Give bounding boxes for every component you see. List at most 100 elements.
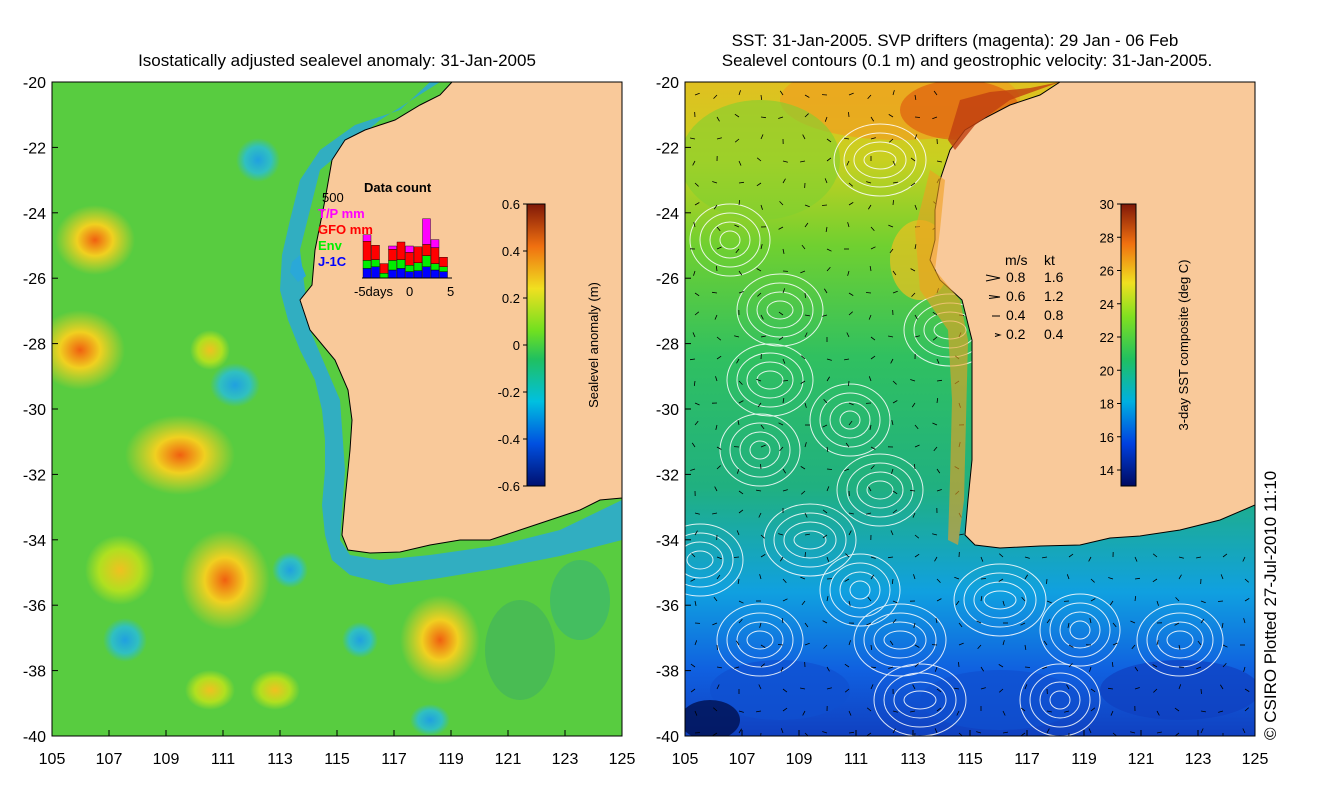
- sealevel-contour: [686, 550, 714, 570]
- velocity-arrow: [1046, 600, 1052, 604]
- colorbar-tick-label: 24: [1100, 297, 1114, 312]
- sealevel-contour: [726, 343, 814, 417]
- velocity-arrow: [932, 116, 938, 120]
- velocity-arrow: [1243, 666, 1246, 672]
- velocity-arrow: [870, 666, 877, 669]
- velocity-arrow: [778, 311, 784, 316]
- velocity-arrow: [848, 292, 854, 296]
- colorbar-tick-label: -0.4: [498, 432, 520, 447]
- velocity-arrow: [693, 270, 696, 276]
- sealevel-contour: [836, 453, 924, 527]
- y-tick-label: -20: [23, 75, 46, 92]
- velocity-arrow: [800, 270, 806, 274]
- velocity-arrow: [800, 687, 806, 690]
- velocity-arrow: [844, 663, 850, 668]
- colorbar-tick-label: 20: [1100, 363, 1114, 378]
- y-tick-label: -36: [656, 598, 679, 615]
- velocity-arrow: [844, 578, 850, 582]
- velocity-arrow: [694, 732, 701, 734]
- velocity-arrow: [980, 687, 986, 690]
- right-panel-title-line2: Sealevel contours (0.1 m) and geostrophi…: [722, 51, 1212, 70]
- sealevel-contour: [736, 273, 824, 347]
- velocity-arrow: [756, 157, 762, 162]
- velocity-arrow: [848, 710, 852, 716]
- velocity-arrow: [826, 376, 830, 382]
- sealevel-contour: [829, 401, 871, 439]
- x-tick-label: 123: [1185, 751, 1212, 768]
- velocity-arrow: [804, 222, 809, 228]
- velocity-arrow: [826, 157, 832, 162]
- velocity-arrow: [1152, 578, 1158, 583]
- speed-legend-ms: 0.2: [1006, 326, 1026, 342]
- velocity-arrow: [1218, 710, 1224, 713]
- velocity-arrow: [1042, 666, 1048, 670]
- y-tick-label: -24: [23, 206, 46, 223]
- velocity-arrow: [1090, 598, 1096, 602]
- velocity-arrow: [1090, 578, 1095, 583]
- velocity-arrow: [1024, 556, 1030, 559]
- velocity-arrow: [826, 687, 832, 690]
- velocity-arrow: [760, 663, 765, 668]
- velocity-arrow: [777, 644, 784, 646]
- y-tick-label: -26: [656, 271, 679, 288]
- colorbar-tick-label: -0.6: [498, 479, 520, 494]
- velocity-arrow: [1024, 684, 1028, 690]
- velocity-arrow: [892, 160, 896, 166]
- velocity-arrow: [936, 358, 940, 364]
- velocity-arrow: [690, 468, 696, 471]
- velocity-arrow: [888, 224, 894, 228]
- sst-map[interactable]: [657, 60, 1260, 740]
- sealevel-contour: [809, 383, 891, 457]
- sealevel-contour: [883, 672, 957, 728]
- velocity-arrow: [936, 707, 942, 712]
- y-tick-label: -40: [23, 729, 46, 746]
- sealevel-contour: [963, 572, 1037, 628]
- velocity-arrow: [1068, 553, 1074, 558]
- velocity-arrow: [1042, 556, 1048, 559]
- velocity-arrow: [694, 182, 699, 187]
- velocity-arrow: [1200, 710, 1206, 713]
- speed-legend-header-ms: m/s: [1005, 252, 1028, 268]
- velocity-arrow: [892, 199, 894, 206]
- inset-bar-segment: [430, 263, 440, 271]
- velocity-arrow: [910, 268, 916, 272]
- velocity-arrow: [734, 335, 740, 338]
- velocity-arrow: [1156, 600, 1159, 606]
- velocity-arrow: [804, 314, 810, 317]
- velocity-arrow: [801, 244, 806, 250]
- velocity-arrow: [934, 666, 938, 672]
- sealevel-contour: [1156, 621, 1204, 659]
- velocity-arrow: [1134, 687, 1140, 690]
- velocity-arrow: [694, 311, 700, 316]
- velocity-arrow: [738, 490, 744, 495]
- velocity-arrow: [1089, 666, 1092, 672]
- inset-bar-segment: [422, 244, 431, 256]
- velocity-arrow: [804, 113, 809, 118]
- velocity-arrow: [1244, 707, 1249, 712]
- velocity-arrow: [1002, 640, 1005, 646]
- velocity-arrow: [1156, 710, 1160, 716]
- velocity-arrow: [954, 576, 960, 580]
- inset-bar-segment: [413, 270, 423, 279]
- velocity-arrow: [914, 204, 918, 210]
- right-panel-title-line1: SST: 31-Jan-2005. SVP drifters (magenta)…: [732, 31, 1179, 50]
- inset-bar-segment: [362, 234, 372, 242]
- velocity-arrow: [716, 666, 722, 669]
- x-tick-label: 121: [495, 751, 522, 768]
- velocity-arrow: [1066, 684, 1070, 690]
- sla-shelf-band: [280, 82, 622, 585]
- velocity-arrow: [734, 666, 740, 669]
- velocity-arrow: [891, 578, 894, 585]
- inset-bar-segment: [379, 263, 389, 274]
- velocity-arrow: [910, 157, 916, 162]
- velocity-arrow: [757, 402, 762, 408]
- sealevel-contour: [763, 503, 857, 577]
- speed-legend-ms: 0.6: [1006, 288, 1026, 304]
- velocity-arrow: [1068, 644, 1074, 648]
- velocity-arrow: [760, 644, 766, 648]
- sealevel-contour: [736, 621, 784, 659]
- velocity-arrow: [848, 92, 854, 96]
- velocity-arrow: [934, 556, 938, 562]
- inset-bar-segment: [371, 244, 380, 260]
- velocity-arrow: [782, 380, 789, 382]
